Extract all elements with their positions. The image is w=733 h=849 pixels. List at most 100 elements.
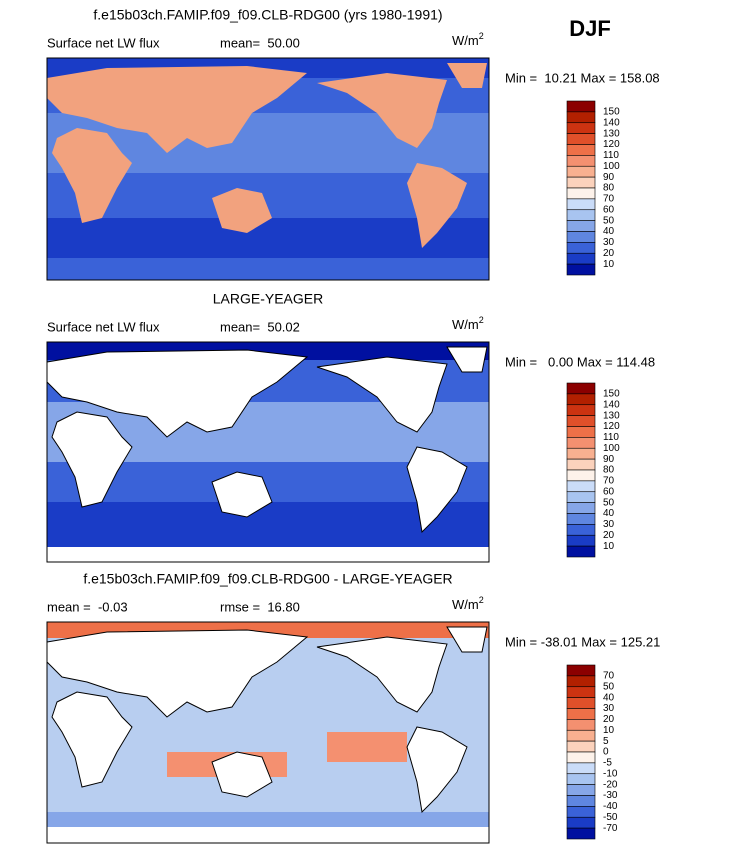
units-exp: 2: [479, 31, 484, 41]
panel-stat: mean= 50.02: [220, 319, 300, 334]
colorbar-label: 50: [603, 215, 615, 226]
units-exp: 2: [479, 315, 484, 325]
colorbar-label: 130: [603, 128, 620, 139]
colorbar-box: [566, 816, 596, 829]
colorbar-label: 10: [603, 541, 615, 552]
map: [46, 57, 490, 281]
colorbar-label: 40: [603, 508, 615, 519]
colorbar-label: -40: [603, 801, 618, 812]
colorbar-box: [566, 751, 596, 764]
colorbar-label: 150: [603, 107, 620, 118]
colorbar-label: 20: [603, 248, 615, 259]
colorbar-label: 60: [603, 204, 615, 215]
panel-label: mean = -0.03: [47, 599, 128, 614]
range: Min = -38.01 Max = 125.21: [505, 634, 660, 649]
colorbar-box: [566, 740, 596, 753]
colorbar-box: [566, 144, 596, 156]
colorbar-box: [566, 242, 596, 254]
colorbar-box: [566, 524, 596, 536]
colorbar-label: -5: [603, 758, 612, 769]
map-frame: [46, 341, 490, 563]
map: [46, 621, 490, 844]
map-frame: [46, 57, 490, 281]
colorbar-label: 150: [603, 389, 620, 400]
colorbar-box: [566, 437, 596, 449]
antarctica: [47, 547, 489, 562]
colorbar-label: 10: [603, 725, 615, 736]
colorbar-label: 90: [603, 454, 615, 465]
colorbar-box: [566, 209, 596, 221]
field-band: [47, 502, 489, 547]
colorbar-box: [566, 664, 596, 677]
colorbar-label: 80: [603, 183, 615, 194]
colorbar-label: 40: [603, 692, 615, 703]
colorbar-label: -70: [603, 823, 618, 834]
antarctica: [47, 827, 489, 843]
colorbar-label: 50: [603, 497, 615, 508]
map: [46, 341, 490, 563]
colorbar-box: [566, 122, 596, 134]
colorbar-box: [566, 155, 596, 167]
colorbar-label: 20: [603, 530, 615, 541]
colorbar-box: [566, 534, 596, 547]
colorbar-label: -10: [603, 768, 618, 779]
units: W/m2: [452, 315, 484, 332]
colorbar-label: 80: [603, 465, 615, 476]
colorbar-box: [566, 111, 596, 124]
colorbar-box: [566, 447, 596, 460]
colorbar-label: 140: [603, 399, 620, 410]
season-title: DJF: [569, 16, 611, 41]
field-band: [47, 812, 489, 827]
field-band: [47, 218, 489, 258]
field-band: [47, 258, 489, 280]
colorbar-label: 70: [603, 671, 615, 682]
range: Min = 10.21 Max = 158.08: [505, 70, 660, 85]
colorbar-box: [566, 100, 596, 113]
panel-stat: rmse = 16.80: [220, 599, 300, 614]
colorbar-box: [566, 773, 596, 785]
colorbar-label: -50: [603, 812, 618, 823]
colorbar-box: [566, 382, 596, 395]
colorbar-label: 120: [603, 421, 620, 432]
units-text: W/m: [452, 597, 479, 612]
colorbar-label: 130: [603, 410, 620, 421]
colorbar-box: [566, 806, 596, 818]
colorbar-label: 30: [603, 519, 615, 530]
colorbar-box: [566, 795, 596, 807]
colorbar-box: [566, 480, 596, 493]
colorbar-label: 5: [603, 736, 609, 747]
colorbar-box: [566, 697, 596, 709]
colorbar-label: 140: [603, 117, 620, 128]
colorbar-label: 10: [603, 259, 615, 270]
colorbar-box: [566, 187, 596, 200]
colorbar-label: 110: [603, 150, 619, 161]
panel-title: f.e15b03ch.FAMIP.f09_f09.CLB-RDG00 - LAR…: [83, 571, 452, 587]
colorbar-label: 60: [603, 486, 615, 497]
colorbar-box: [566, 252, 596, 265]
colorbar-label: 50: [603, 681, 615, 692]
colorbar-box: [566, 198, 596, 211]
colorbar-box: [566, 729, 596, 742]
colorbar-label: 70: [603, 194, 615, 205]
colorbar-box: [566, 176, 596, 189]
colorbar-label: 120: [603, 139, 620, 150]
colorbar-label: 90: [603, 172, 615, 183]
colorbar-box: [566, 502, 596, 514]
colorbar-box: [566, 762, 596, 775]
colorbar-box: [566, 165, 596, 178]
colorbar-box: [566, 491, 596, 503]
colorbar-box: [566, 719, 596, 731]
colorbar-box: [566, 458, 596, 471]
colorbar-box: [566, 675, 596, 688]
units: W/m2: [452, 595, 484, 612]
colorbar-box: [566, 133, 596, 145]
units-text: W/m: [452, 33, 479, 48]
colorbar-box: [566, 393, 596, 406]
colorbar-label: 100: [603, 443, 620, 454]
panel-label: Surface net LW flux: [47, 319, 160, 334]
units-text: W/m: [452, 317, 479, 332]
colorbar-box: [566, 686, 596, 698]
units-exp: 2: [479, 595, 484, 605]
field-band: [327, 732, 407, 762]
